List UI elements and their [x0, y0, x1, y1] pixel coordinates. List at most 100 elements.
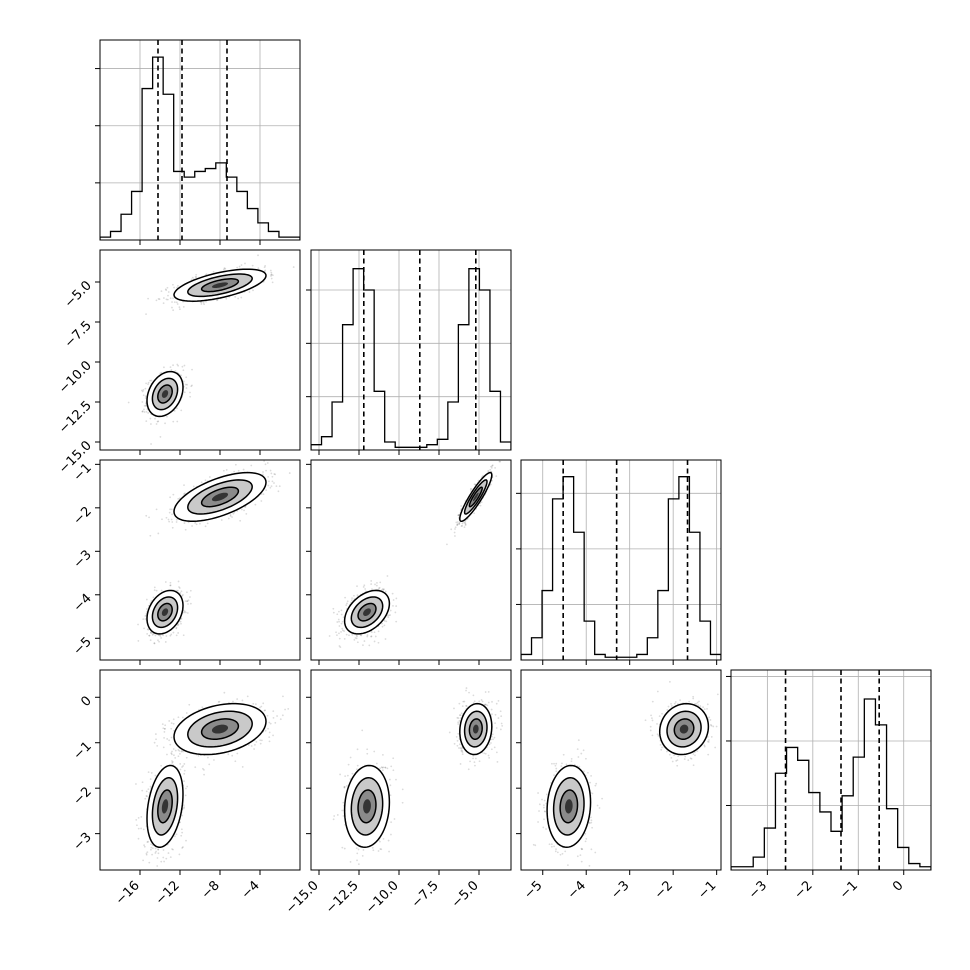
- sample-point: [167, 852, 170, 854]
- sample-point: [150, 423, 152, 425]
- sample-point: [160, 589, 163, 592]
- sample-point: [191, 276, 194, 279]
- sample-point: [250, 464, 253, 467]
- sample-point: [147, 628, 150, 631]
- sample-point: [158, 640, 160, 643]
- sample-point: [183, 772, 186, 775]
- sample-point: [173, 409, 176, 412]
- sample-point: [172, 297, 174, 300]
- histogram-step: [100, 56, 300, 240]
- sample-point: [236, 266, 239, 269]
- sample-point: [464, 522, 467, 525]
- sample-point: [182, 804, 185, 807]
- sample-point: [141, 410, 144, 413]
- sample-point: [176, 303, 179, 305]
- sample-point: [184, 383, 187, 386]
- sample-point: [145, 405, 147, 407]
- y-tick-label: −2: [71, 504, 95, 528]
- sample-point: [370, 631, 373, 634]
- sample-point: [336, 613, 339, 616]
- sample-point: [487, 469, 490, 472]
- y-tick-label: −12.5: [56, 398, 95, 437]
- sample-point: [160, 764, 163, 767]
- density-fill: [363, 608, 371, 616]
- sample-point: [175, 521, 178, 523]
- sample-point: [458, 521, 461, 524]
- sample-point: [356, 635, 358, 638]
- sample-point: [179, 592, 182, 594]
- sample-point: [332, 611, 335, 614]
- sample-point: [158, 634, 161, 637]
- sample-point: [186, 383, 188, 386]
- sample-point: [143, 408, 145, 411]
- sample-point: [178, 308, 181, 311]
- sample-point: [167, 291, 170, 293]
- sample-point: [273, 473, 276, 475]
- sample-point: [364, 588, 367, 590]
- sample-point: [374, 635, 377, 638]
- sample-point: [181, 594, 184, 597]
- sample-point: [225, 469, 228, 471]
- sample-point: [170, 633, 173, 636]
- sample-point: [354, 637, 357, 639]
- sample-point: [183, 484, 185, 487]
- sample-point: [490, 483, 492, 486]
- sample-point: [184, 600, 187, 602]
- sample-point: [381, 622, 383, 625]
- histogram-step: [521, 476, 721, 660]
- sample-point: [183, 807, 185, 810]
- sample-point: [181, 847, 184, 849]
- sample-point: [222, 469, 225, 472]
- sample-point: [156, 420, 159, 423]
- sample-point: [271, 480, 274, 483]
- sample-point: [182, 765, 184, 767]
- sample-point: [154, 417, 156, 420]
- sample-point: [370, 583, 373, 585]
- sample-point: [142, 389, 145, 391]
- x-tick-label: 0: [890, 878, 906, 894]
- sample-point: [274, 473, 277, 476]
- sample-point: [464, 520, 467, 523]
- sample-point: [149, 379, 152, 382]
- sample-point: [183, 611, 186, 614]
- sample-point: [174, 835, 176, 838]
- sample-point: [360, 634, 363, 637]
- sample-point: [461, 524, 464, 527]
- sample-point: [153, 586, 156, 589]
- sample-point: [270, 273, 273, 276]
- sample-point: [244, 262, 246, 265]
- y-tick-label: −3: [71, 548, 95, 572]
- sample-point: [337, 618, 340, 621]
- sample-point: [382, 589, 385, 591]
- sample-point: [244, 506, 247, 508]
- sample-point: [167, 518, 170, 521]
- sample-point: [151, 633, 154, 636]
- sample-point: [456, 524, 459, 527]
- sample-point: [182, 305, 185, 308]
- sample-point: [169, 584, 172, 587]
- sample-point: [269, 486, 272, 489]
- sample-point: [229, 513, 232, 516]
- sample-point: [154, 852, 157, 854]
- sample-point: [191, 368, 193, 371]
- sample-point: [178, 497, 181, 500]
- sample-point: [186, 785, 189, 788]
- density-contour: [187, 273, 253, 298]
- sample-point: [165, 289, 168, 292]
- sample-point: [203, 303, 206, 306]
- sample-point: [180, 617, 183, 620]
- sample-point: [265, 489, 268, 492]
- sample-point: [169, 584, 172, 587]
- density-contour: [146, 370, 184, 418]
- sample-point: [392, 604, 394, 607]
- sample-point: [145, 420, 148, 423]
- sample-point: [191, 384, 193, 387]
- sample-point: [183, 610, 186, 613]
- sample-point: [212, 270, 215, 273]
- sample-point: [237, 297, 240, 300]
- sample-point: [271, 281, 274, 284]
- sample-point: [150, 379, 153, 382]
- sample-point: [376, 582, 378, 584]
- sample-point: [136, 824, 138, 827]
- sample-point: [155, 589, 158, 592]
